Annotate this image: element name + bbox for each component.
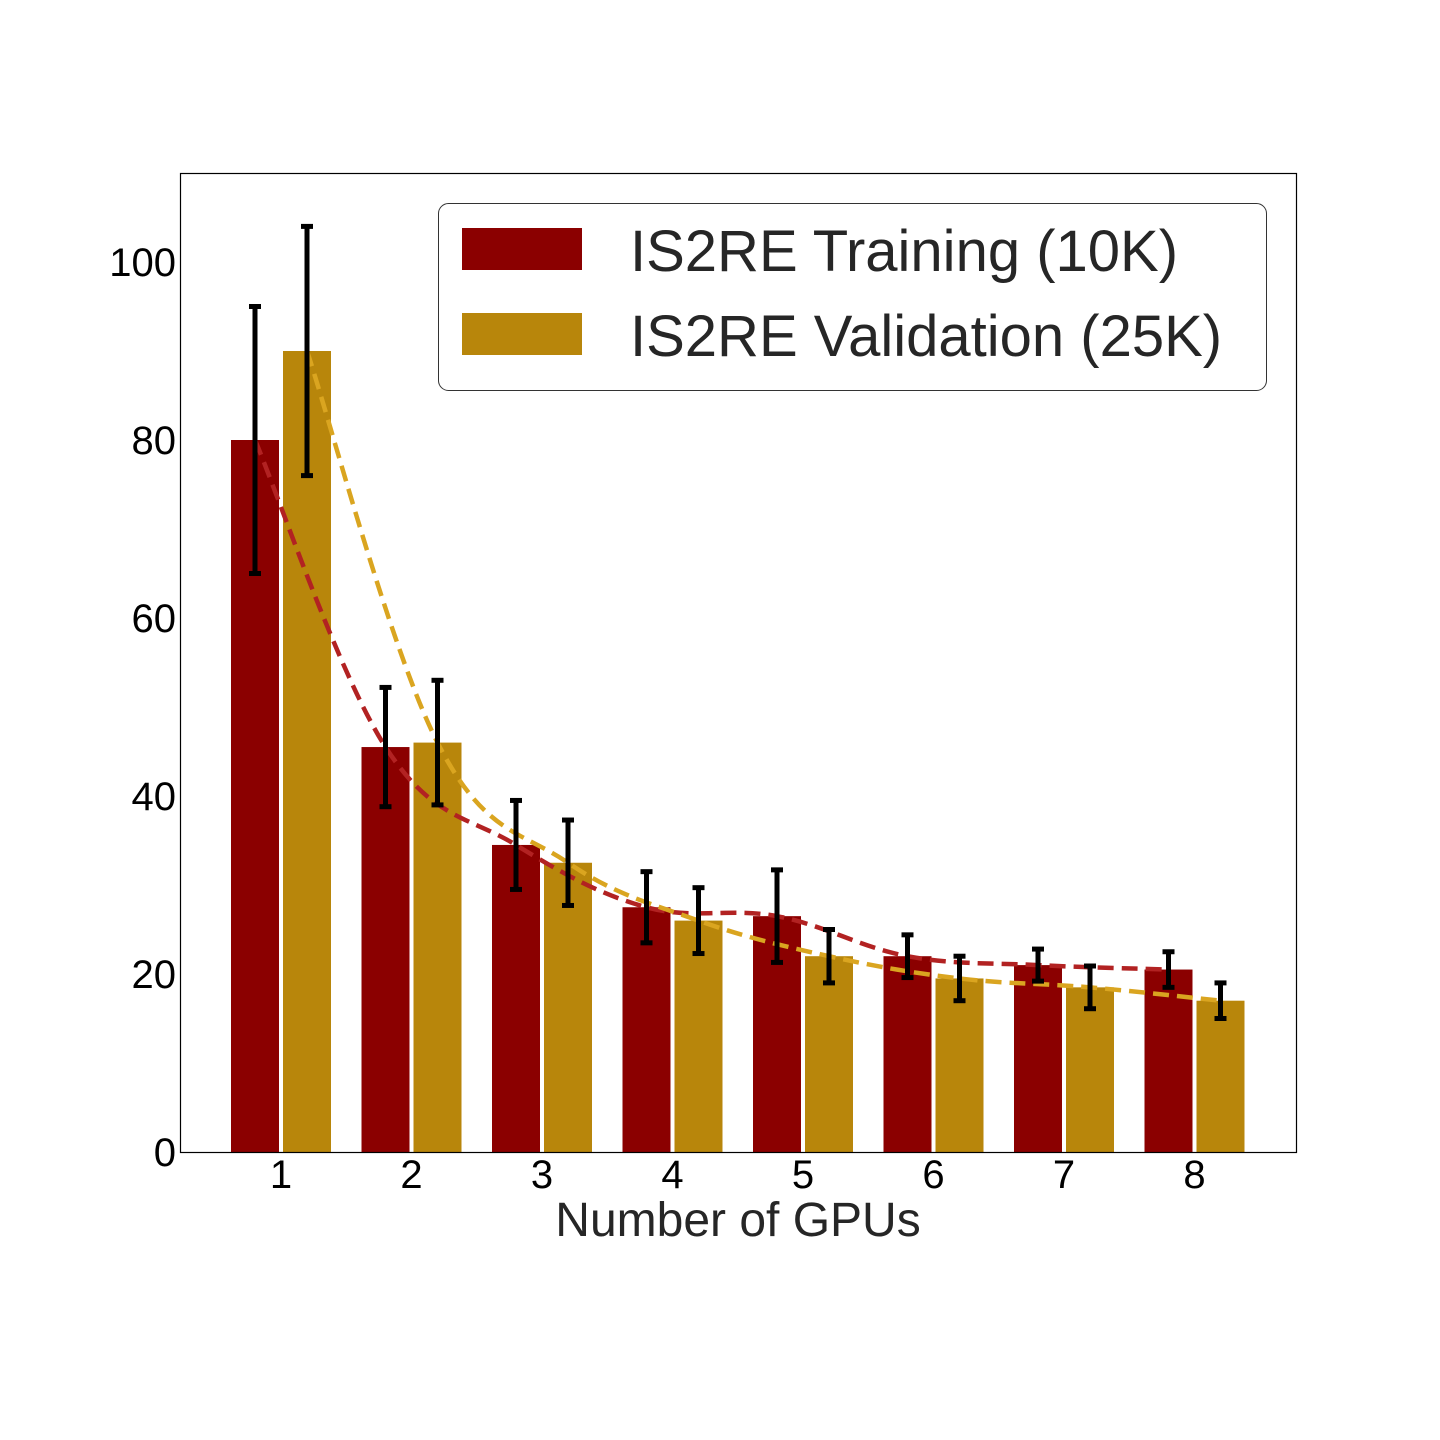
- error-bar: [901, 932, 914, 981]
- bar-series-1-2: [413, 742, 462, 1152]
- error-bar: [1032, 946, 1044, 984]
- y-tick-label: 20: [132, 953, 177, 997]
- bar-series-0-4: [622, 907, 671, 1152]
- bar-series-1-1: [283, 351, 331, 1152]
- legend-swatch-training: [462, 228, 582, 270]
- legend-label-training: IS2RE Training (10K): [630, 219, 1178, 284]
- bars: [231, 351, 1245, 1152]
- error-bar: [692, 885, 705, 957]
- x-tick-label: 3: [531, 1153, 553, 1197]
- error-bar: [431, 677, 444, 808]
- y-tick-label: 60: [132, 597, 177, 641]
- bar-series-0-7: [1014, 965, 1062, 1152]
- error-bar: [1214, 980, 1227, 1021]
- x-tick-label: 7: [1053, 1153, 1075, 1197]
- plot-frame: [179, 172, 1298, 1154]
- y-axis-ticks: 0 20 40 60 80 100: [109, 241, 176, 1175]
- x-tick-label: 8: [1183, 1153, 1205, 1197]
- x-tick-label: 4: [661, 1153, 683, 1197]
- x-tick-label: 5: [792, 1153, 814, 1197]
- y-tick-label: 40: [132, 775, 177, 819]
- trend-line-series-1: [304, 350, 1221, 1003]
- bar-series-0-6: [883, 956, 932, 1152]
- trend-lines: [252, 350, 1221, 1003]
- bar-series-1-8: [1196, 1000, 1245, 1152]
- y-tick-label: 100: [109, 241, 176, 285]
- error-bar: [640, 869, 653, 946]
- bar-series-1-4: [674, 920, 723, 1152]
- bar-series-0-3: [492, 844, 540, 1152]
- error-bar: [562, 817, 574, 908]
- legend-swatch-validation: [462, 313, 582, 355]
- x-tick-label: 6: [922, 1153, 944, 1197]
- error-bar: [510, 797, 522, 892]
- x-axis-label: Number of GPUs: [555, 1194, 920, 1247]
- error-bars: [249, 223, 1227, 1021]
- error-bar: [953, 953, 966, 1004]
- legend-frame: [438, 203, 1267, 391]
- x-axis-ticks: 1 2 3 4 5 6 7 8: [270, 1153, 1206, 1197]
- error-bar: [823, 927, 835, 986]
- bar-series-1-7: [1066, 987, 1114, 1152]
- error-bar: [1162, 949, 1175, 990]
- y-tick-label: 0: [154, 1131, 176, 1175]
- x-tick-label: 2: [400, 1153, 422, 1197]
- legend-label-validation: IS2RE Validation (25K): [630, 304, 1222, 369]
- error-bar: [249, 304, 261, 576]
- error-bar: [301, 223, 313, 479]
- bar-series-0-2: [361, 747, 410, 1152]
- x-tick-label: 1: [270, 1153, 292, 1197]
- trend-line-series-0: [252, 439, 1169, 972]
- error-bar: [379, 684, 392, 810]
- error-bar: [771, 867, 783, 965]
- error-bar: [1084, 963, 1096, 1012]
- bar-series-1-6: [935, 978, 984, 1152]
- y-tick-label: 80: [132, 419, 177, 463]
- legend: IS2RE Training (10K) IS2RE Validation (2…: [438, 203, 1267, 391]
- bar-series-1-5: [805, 956, 853, 1152]
- bar-series-1-3: [544, 862, 592, 1152]
- bar-series-0-8: [1144, 969, 1193, 1152]
